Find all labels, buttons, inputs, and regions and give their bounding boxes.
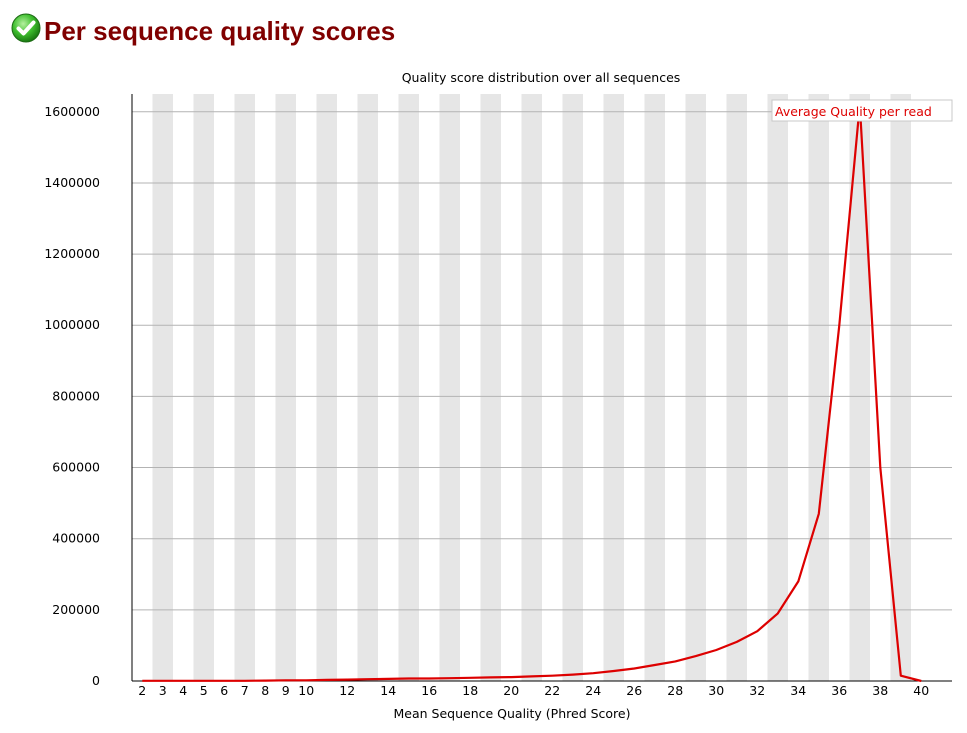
band: [316, 94, 337, 681]
band: [726, 94, 747, 681]
band: [644, 94, 665, 681]
series-line: [142, 103, 922, 683]
x-tick-label: 8: [261, 683, 269, 698]
x-tick-label: 26: [626, 683, 642, 698]
legend-box: [771, 99, 953, 122]
pass-check-icon: [11, 13, 41, 43]
chart-title: Quality score distribution over all sequ…: [402, 70, 681, 85]
x-axis-ticks: 2 3 4 5 6 7 8 9 10 12 14 16 18 20 22 24 26 28 30 32 34 36 38 40: [138, 683, 929, 698]
band: [193, 94, 214, 681]
band: [849, 94, 870, 681]
band: [808, 94, 829, 681]
x-tick-label: 28: [667, 683, 683, 698]
legend-label: Average Quality per read: [775, 104, 932, 119]
x-tick-label: 20: [503, 683, 519, 698]
band: [234, 94, 255, 681]
y-tick-label: 1200000: [44, 246, 100, 261]
band: [480, 94, 501, 681]
x-tick-label: 14: [380, 683, 396, 698]
x-tick-label: 18: [462, 683, 478, 698]
band: [152, 94, 173, 681]
y-tick-label: 0: [92, 673, 100, 688]
band: [562, 94, 583, 681]
x-tick-label: 32: [749, 683, 765, 698]
band: [439, 94, 460, 681]
y-tick-label: 400000: [52, 531, 100, 546]
band: [275, 94, 296, 681]
band: [521, 94, 542, 681]
x-tick-label: 10: [298, 683, 314, 698]
x-tick-label: 5: [200, 683, 208, 698]
x-tick-label: 36: [831, 683, 847, 698]
x-tick-label: 22: [544, 683, 560, 698]
x-tick-label: 16: [421, 683, 437, 698]
module-header: Per sequence quality scores: [10, 8, 395, 48]
page-title: Per sequence quality scores: [44, 15, 396, 46]
band: [357, 94, 378, 681]
x-tick-label: 34: [790, 683, 806, 698]
x-tick-label: 6: [220, 683, 228, 698]
band: [890, 94, 911, 681]
x-tick-label: 3: [159, 683, 167, 698]
x-tick-label: 2: [138, 683, 146, 698]
x-tick-label: 7: [241, 683, 249, 698]
x-tick-label: 9: [282, 683, 290, 698]
legend: Average Quality per read: [771, 99, 953, 122]
y-axis-ticks: 0 200000 400000 600000 800000 1000000 1200000 1…: [44, 104, 100, 688]
x-tick-label: 24: [585, 683, 601, 698]
x-tick-label: 12: [339, 683, 355, 698]
y-tick-label: 600000: [52, 460, 100, 475]
band: [603, 94, 624, 681]
y-tick-label: 1000000: [44, 317, 100, 332]
y-tick-label: 800000: [52, 388, 100, 403]
band: [767, 94, 788, 681]
series-lines: [142, 103, 922, 683]
x-tick-label: 4: [179, 683, 187, 698]
x-tick-label: 40: [913, 683, 929, 698]
y-tick-label: 1600000: [44, 104, 100, 119]
band: [685, 94, 706, 681]
y-tick-label: 1400000: [44, 175, 100, 190]
x-axis-title: Mean Sequence Quality (Phred Score): [394, 706, 631, 721]
x-tick-label: 30: [708, 683, 724, 698]
alternating-bands: [152, 94, 911, 681]
y-tick-label: 200000: [52, 602, 100, 617]
x-tick-label: 38: [872, 683, 888, 698]
band: [398, 94, 419, 681]
